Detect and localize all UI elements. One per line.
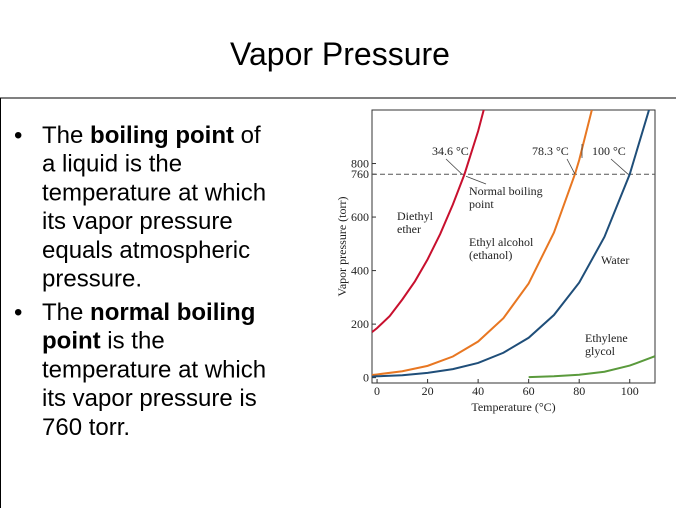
x-tick-label: 0 xyxy=(374,384,380,398)
bullet-run: The xyxy=(42,299,90,326)
y-tick-label: 400 xyxy=(351,264,369,278)
y-tick-label: 200 xyxy=(351,317,369,331)
annotation: point xyxy=(469,197,494,211)
bullet-run: temperature at which xyxy=(42,356,266,383)
bullet-line: a liquid is the xyxy=(42,151,182,178)
bullet-run: equals atmospheric xyxy=(42,237,250,264)
bullet-dot: • xyxy=(14,299,22,326)
bullet-run: 760 torr. xyxy=(42,414,130,441)
y-tick-label: 800 xyxy=(351,157,369,171)
bullet-run: its vapor pressure is xyxy=(42,385,257,412)
bullet-line: its vapor pressure is xyxy=(42,385,257,412)
y-tick-label: 760 xyxy=(351,167,369,181)
y-axis-label: Vapor pressure (torr) xyxy=(335,197,349,297)
leader-line xyxy=(465,175,487,185)
series-line xyxy=(372,110,485,333)
plot-frame xyxy=(371,109,656,384)
bullet-run: point xyxy=(42,328,101,355)
bullet-dot: • xyxy=(14,122,22,149)
bullet-line: equals atmospheric xyxy=(42,237,250,264)
x-tick-label: 100 xyxy=(621,384,639,398)
bullet-run: boiling point xyxy=(90,122,234,149)
x-tick-label: 80 xyxy=(573,384,585,398)
leader-line xyxy=(610,158,629,175)
x-tick-label: 20 xyxy=(422,384,434,398)
annotation: Ethyl alcohol xyxy=(469,235,534,249)
annotation: Diethyl xyxy=(397,209,434,223)
annotation: glycol xyxy=(585,344,616,358)
bullet-run: its vapor pressure xyxy=(42,208,233,235)
bullet-line: 760 torr. xyxy=(42,414,130,441)
x-tick-label: 60 xyxy=(523,384,535,398)
x-axis-label: Temperature (°C) xyxy=(471,400,555,414)
annotation: Ethylene xyxy=(585,331,628,345)
bullet-run: is the xyxy=(101,328,165,355)
bullet-run: a liquid is the xyxy=(42,151,182,178)
series-line xyxy=(528,355,655,379)
slide-title: Vapor Pressure xyxy=(230,36,450,72)
annotation: 100 °C xyxy=(592,144,626,158)
bullet-run: normal boiling xyxy=(90,299,255,326)
bullet-line: temperature at which xyxy=(42,356,266,383)
bullet-line: The normal boiling xyxy=(42,299,255,326)
series-line xyxy=(372,110,651,378)
leader-line xyxy=(566,158,576,175)
bullet-run: temperature at which xyxy=(42,179,266,206)
annotation: ether xyxy=(397,222,421,236)
x-tick-label: 40 xyxy=(472,384,484,398)
bullet-line: pressure. xyxy=(42,266,142,293)
y-tick-label: 600 xyxy=(351,210,369,224)
annotation: (ethanol) xyxy=(469,248,512,262)
annotation: 34.6 °C xyxy=(432,144,469,158)
bullet-line: point is the xyxy=(42,328,165,355)
plot xyxy=(372,110,655,379)
annotation: Water xyxy=(601,253,629,267)
annotation: Normal boiling xyxy=(469,184,543,198)
annotation: 78.3 °C xyxy=(532,144,569,158)
bullet-run: of xyxy=(234,122,261,149)
bullet-line: The boiling point of xyxy=(42,122,261,149)
bullet-line: temperature at which xyxy=(42,179,266,206)
bullet-run: pressure. xyxy=(42,266,142,293)
bullet-run: The xyxy=(42,122,90,149)
series-line xyxy=(372,110,593,376)
leader-line xyxy=(445,158,463,175)
y-tick-label: 0 xyxy=(363,371,369,385)
bullet-line: its vapor pressure xyxy=(42,208,233,235)
